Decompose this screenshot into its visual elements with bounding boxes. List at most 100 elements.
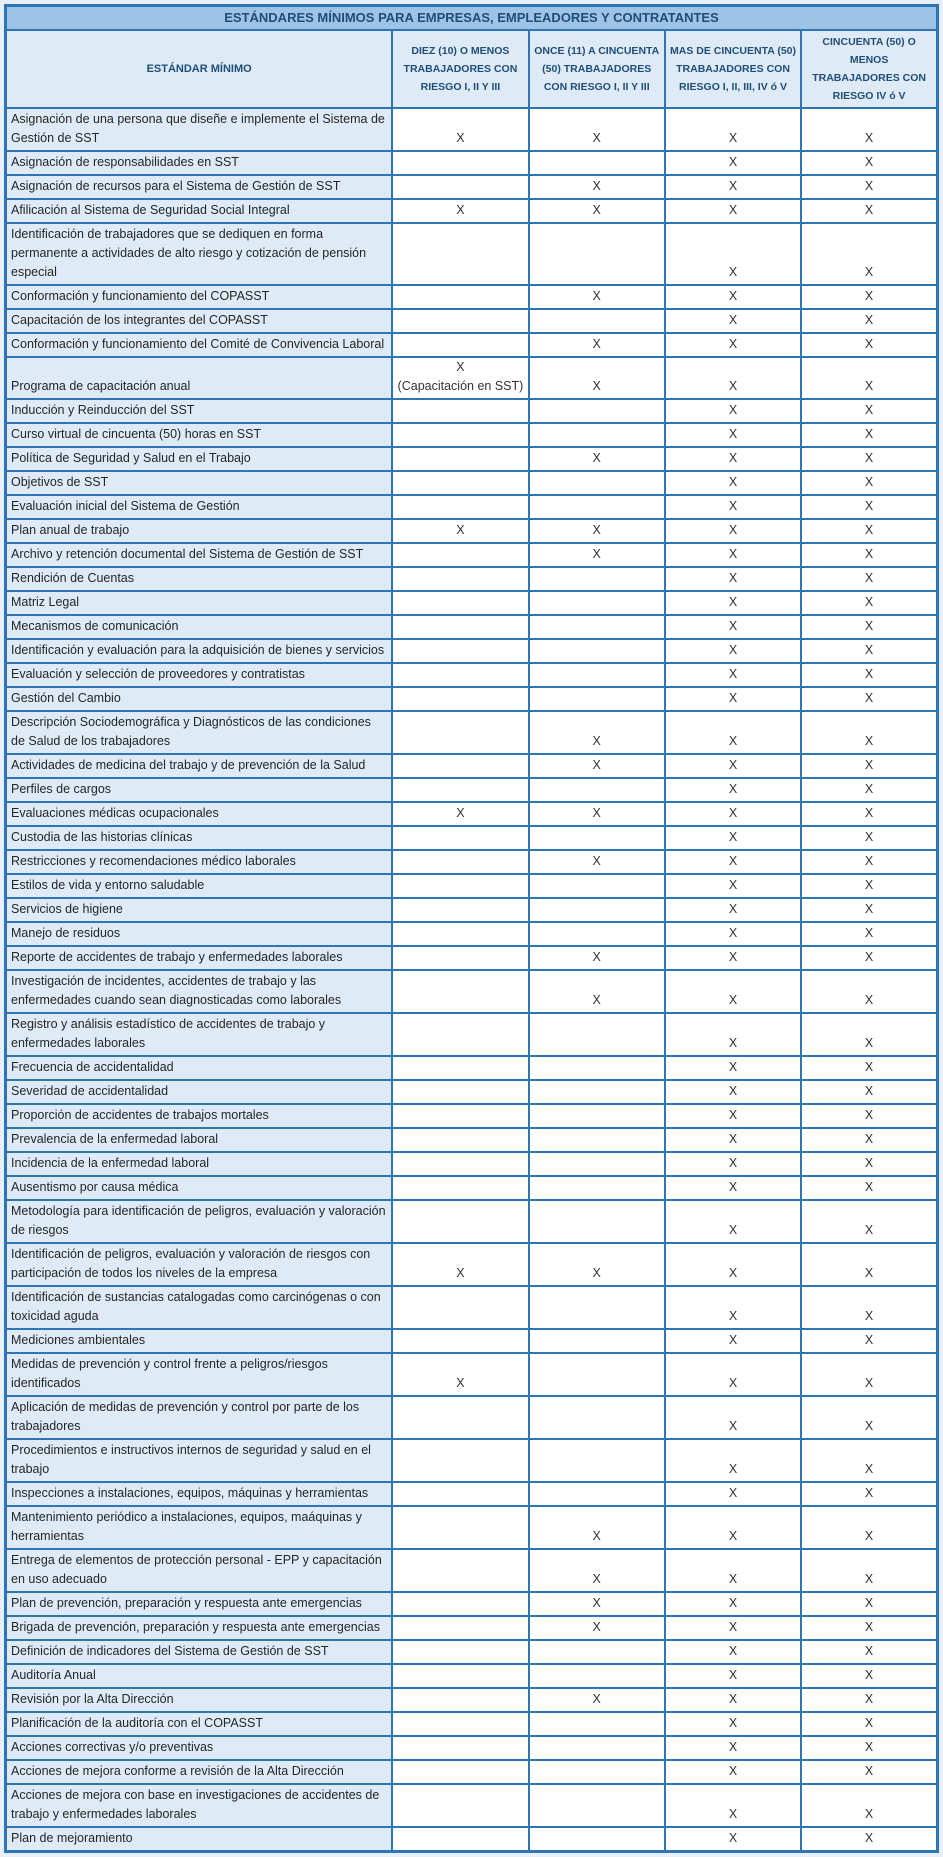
row-label: Curso virtual de cincuenta (50) horas en…: [4, 421, 394, 448]
table-row: Identificación de trabajadores que se de…: [4, 221, 939, 286]
mark-cell: X: [663, 541, 803, 568]
empty-cell: [391, 1758, 530, 1785]
table-row: Gestión del Cambio X X: [4, 685, 939, 712]
table-row: Política de Seguridad y Salud en el Trab…: [4, 445, 939, 472]
table-row: Asignación de responsabilidades en SST X X: [4, 149, 939, 176]
mark-cell: X: [800, 800, 939, 827]
mark-cell: X: [663, 1758, 803, 1785]
mark-cell: X: [663, 709, 803, 755]
mark-cell: X: [663, 920, 803, 947]
row-label: Afilicación al Sistema de Seguridad Soci…: [4, 197, 394, 224]
empty-cell: [527, 307, 666, 334]
mark-cell: X: [663, 1054, 803, 1081]
table-row: Registro y análisis estadístico de accid…: [4, 1011, 939, 1057]
mark-cell: X: [663, 307, 803, 334]
mark-cell: X: [800, 1662, 939, 1689]
mark-cell: X: [800, 776, 939, 803]
mark-cell: X: [800, 1437, 939, 1483]
row-label: Evaluaciones médicas ocupacionales: [4, 800, 394, 827]
row-label: Inducción y Reinducción del SST: [4, 397, 394, 424]
empty-cell: [391, 1614, 530, 1641]
table-head: ESTÁNDARES MÍNIMOS PARA EMPRESAS, EMPLEA…: [4, 4, 939, 109]
mark-cell: X: [663, 613, 803, 640]
empty-cell: [391, 1394, 530, 1440]
empty-cell: [391, 421, 530, 448]
empty-cell: [527, 589, 666, 616]
mark-cell: X: [663, 397, 803, 424]
empty-cell: [527, 1174, 666, 1201]
mark-cell: X: [663, 1126, 803, 1153]
mark-cell: X: [391, 517, 530, 544]
mark-cell: X: [391, 1351, 530, 1397]
mark-cell: X: [663, 637, 803, 664]
column-header-once-a-cincuenta: ONCE (11) A CINCUENTA (50) TRABAJADORES …: [527, 28, 666, 109]
empty-cell: [391, 307, 530, 334]
empty-cell: [527, 872, 666, 899]
empty-cell: [391, 1126, 530, 1153]
row-label: Matriz Legal: [4, 589, 394, 616]
mark-cell: X: [800, 1150, 939, 1177]
mark-cell: X: [800, 1241, 939, 1287]
mark-cell: X: [800, 221, 939, 286]
empty-cell: [527, 1437, 666, 1483]
mark-cell: X: [800, 1504, 939, 1550]
empty-cell: [527, 1351, 666, 1397]
mark-cell: X: [800, 872, 939, 899]
table-row: Evaluación y selección de proveedores y …: [4, 661, 939, 688]
table-row: Mecanismos de comunicación X X: [4, 613, 939, 640]
row-label: Revisión por la Alta Dirección: [4, 1686, 394, 1713]
empty-cell: [391, 613, 530, 640]
table-row: Prevalencia de la enfermedad laboral X X: [4, 1126, 939, 1153]
mark-cell: X: [663, 685, 803, 712]
table-row: Acciones correctivas y/o preventivas X X: [4, 1734, 939, 1761]
mark-cell: X: [800, 397, 939, 424]
mark-cell: X: [663, 1437, 803, 1483]
row-label: Identificación de trabajadores que se de…: [4, 221, 394, 286]
row-label: Reporte de accidentes de trabajo y enfer…: [4, 944, 394, 971]
empty-cell: [391, 872, 530, 899]
row-label: Aplicación de medidas de prevención y co…: [4, 1394, 394, 1440]
mark-cell: X: [800, 1102, 939, 1129]
mark-cell: X: [800, 197, 939, 224]
mark-cell: X: [800, 968, 939, 1014]
table-row: Evaluación inicial del Sistema de Gestió…: [4, 493, 939, 520]
mark-cell: X: [800, 1547, 939, 1593]
empty-cell: [391, 1638, 530, 1665]
mark-cell: X: [800, 106, 939, 152]
table-row: Mediciones ambientales X X: [4, 1327, 939, 1354]
row-label: Actividades de medicina del trabajo y de…: [4, 752, 394, 779]
empty-cell: [391, 1054, 530, 1081]
mark-cell: X: [800, 589, 939, 616]
table-row: Procedimientos e instructivos internos d…: [4, 1437, 939, 1483]
row-label: Mediciones ambientales: [4, 1327, 394, 1354]
mark-cell: X: [800, 1710, 939, 1737]
standards-table: ESTÁNDARES MÍNIMOS PARA EMPRESAS, EMPLEA…: [4, 4, 939, 1853]
empty-cell: [391, 1198, 530, 1244]
mark-cell: X: [800, 944, 939, 971]
table-row: Aplicación de medidas de prevención y co…: [4, 1394, 939, 1440]
empty-cell: [391, 1437, 530, 1483]
mark-cell: X: [527, 283, 666, 310]
table-row: Definición de indicadores del Sistema de…: [4, 1638, 939, 1665]
row-label: Mantenimiento periódico a instalaciones,…: [4, 1504, 394, 1550]
mark-cell: X: [663, 1710, 803, 1737]
table-body: Asignación de una persona que diseñe e i…: [4, 106, 939, 1852]
mark-cell: X: [800, 920, 939, 947]
mark-cell: X: [527, 1686, 666, 1713]
table-row: Asignación de una persona que diseñe e i…: [4, 106, 939, 152]
row-label: Medidas de prevención y control frente a…: [4, 1351, 394, 1397]
empty-cell: [391, 1686, 530, 1713]
empty-cell: [527, 776, 666, 803]
mark-cell: X: [663, 968, 803, 1014]
mark-cell: X: [800, 1351, 939, 1397]
empty-cell: [391, 1590, 530, 1617]
empty-cell: [527, 1710, 666, 1737]
mark-cell: X: [800, 421, 939, 448]
empty-cell: [391, 1782, 530, 1828]
mark-cell: X: [527, 541, 666, 568]
mark-cell: X (Capacitación en SST): [391, 355, 530, 400]
row-label: Asignación de responsabilidades en SST: [4, 149, 394, 176]
empty-cell: [527, 1284, 666, 1330]
mark-cell: X: [800, 149, 939, 176]
mark-cell: X: [663, 1327, 803, 1354]
